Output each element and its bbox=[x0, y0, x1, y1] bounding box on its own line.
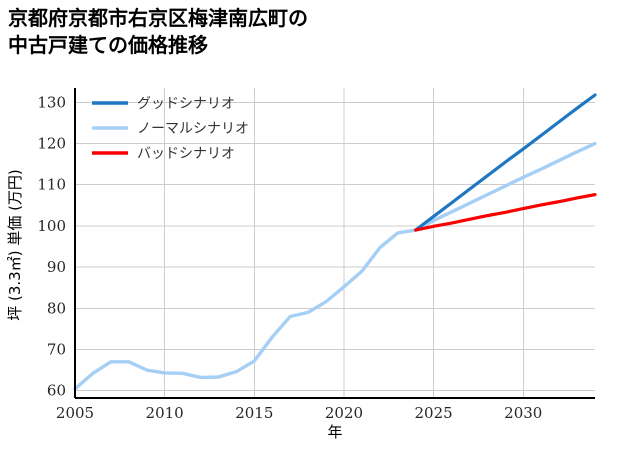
legend-label-バッドシナリオ: バッドシナリオ bbox=[137, 146, 235, 162]
y-tick-label: 80 bbox=[47, 299, 66, 317]
axis-lines bbox=[73, 88, 595, 400]
x-tick-label: 2025 bbox=[415, 404, 453, 422]
y-tick-label: 90 bbox=[47, 258, 66, 276]
x-axis-tick-labels: 2005 2010 2015 2020 2025 2030 bbox=[56, 404, 542, 422]
series-line-ノーマルシナリオ bbox=[73, 141, 597, 391]
y-axis-tick-labels: 60 70 80 90 100 110 120 130 bbox=[37, 93, 66, 399]
y-tick-label: 70 bbox=[47, 340, 66, 358]
y-tick-label: 60 bbox=[47, 382, 66, 400]
legend-label-グッドシナリオ: グッドシナリオ bbox=[137, 96, 235, 112]
y-tick-label: 100 bbox=[37, 217, 66, 235]
y-tick-label: 110 bbox=[37, 176, 66, 194]
x-tick-label: 2015 bbox=[235, 404, 273, 422]
data-series-layer bbox=[73, 93, 597, 391]
y-tick-label: 120 bbox=[37, 135, 66, 153]
x-tick-label: 2030 bbox=[504, 404, 542, 422]
x-tick-label: 2005 bbox=[56, 404, 94, 422]
series-line-バッドシナリオ bbox=[414, 193, 597, 232]
gridlines bbox=[74, 88, 595, 398]
x-axis-title: 年 bbox=[327, 423, 342, 441]
series-line-グッドシナリオ bbox=[414, 93, 597, 232]
legend-label-ノーマルシナリオ: ノーマルシナリオ bbox=[137, 121, 249, 137]
chart-title-line-1: 京都府京都市右京区梅津南広町の bbox=[8, 6, 308, 30]
y-axis-title: 坪 (3.3㎡) 単価 (万円) bbox=[6, 169, 24, 321]
chart-title-line-2: 中古戸建ての価格推移 bbox=[8, 33, 208, 57]
x-tick-label: 2010 bbox=[146, 404, 184, 422]
y-tick-label: 130 bbox=[37, 93, 66, 111]
x-tick-label: 2020 bbox=[325, 404, 363, 422]
